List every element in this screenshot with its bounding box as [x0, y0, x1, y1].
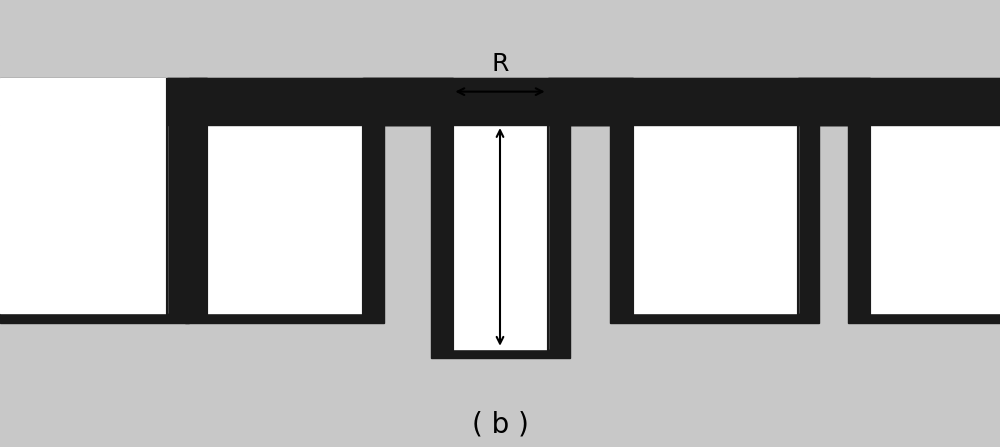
Bar: [430, 125, 570, 358]
Bar: [0, 125, 189, 323]
Bar: [189, 78, 1000, 125]
Bar: [633, 78, 798, 125]
Bar: [633, 125, 798, 313]
Bar: [207, 125, 362, 313]
Bar: [452, 78, 548, 125]
Text: h: h: [525, 223, 544, 251]
Bar: [362, 78, 452, 125]
Bar: [0, 78, 167, 125]
Bar: [452, 125, 548, 349]
Text: ( b ): ( b ): [472, 411, 528, 439]
Bar: [848, 125, 1000, 323]
Bar: [0, 125, 167, 313]
Bar: [548, 78, 633, 125]
Bar: [207, 78, 362, 125]
Bar: [798, 78, 870, 125]
Bar: [870, 125, 1000, 313]
Text: R: R: [491, 52, 509, 76]
Bar: [0, 78, 1000, 125]
Bar: [167, 78, 207, 125]
Bar: [185, 125, 384, 323]
Bar: [870, 78, 1000, 125]
Bar: [610, 125, 819, 323]
